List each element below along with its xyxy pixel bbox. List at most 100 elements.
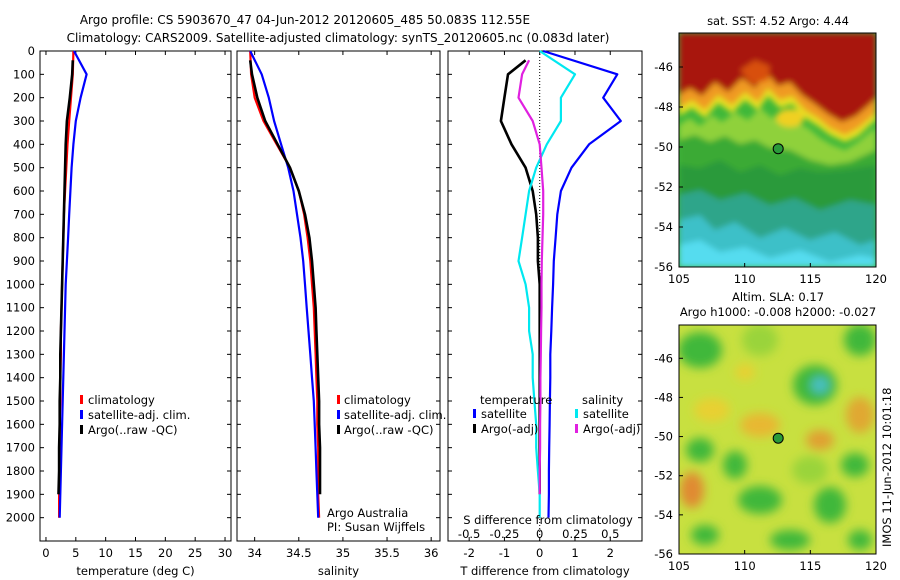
argo-location-marker	[772, 143, 784, 155]
y-tick-label: 1400	[6, 371, 35, 385]
x-tick-label: 34	[247, 546, 262, 560]
x-tick-label: 30	[218, 546, 233, 560]
legend-swatch-t-argo	[473, 424, 476, 433]
y-tick-label: 900	[13, 254, 35, 268]
y-tick-label: 600	[13, 184, 35, 198]
legend-label-t-argo: Argo(-adj)	[481, 422, 538, 436]
legend-label-satellite: satellite-adj. clim.	[88, 408, 190, 422]
map-y-tick-label: -50	[654, 430, 673, 444]
x-tick-label: 35.5	[374, 546, 400, 560]
plot-frame	[39, 50, 232, 542]
x-axis-label: T difference from climatology	[459, 564, 630, 578]
legend-label-climatology: climatology	[88, 393, 155, 407]
legend-swatch-satellite	[337, 410, 340, 419]
y-tick-label: 0	[28, 44, 35, 58]
legend-swatch-argo	[337, 425, 340, 434]
y-tick-label: 800	[13, 231, 35, 245]
map-y-tick-label: -48	[654, 390, 673, 404]
sla-map-axes: 105 110 115 120 -46 -48 -50 -52 -54 -56	[654, 351, 887, 573]
x-tick-label: 25	[188, 546, 203, 560]
y-tick-label: 200	[13, 91, 35, 105]
series-line-2	[248, 60, 322, 495]
legend-group-salinity: salinity	[582, 393, 623, 407]
y-tick-label: 1300	[6, 347, 35, 361]
legend-swatch-argo	[80, 425, 83, 434]
legend-label-satellite: satellite-adj. clim.	[344, 408, 446, 422]
x-tick-label: 1	[571, 546, 578, 560]
y-tick-label: 1500	[6, 394, 35, 408]
series-line-0	[542, 49, 622, 518]
x-tick-label: -1	[499, 546, 510, 560]
map-y-tick-label: -52	[654, 180, 673, 194]
x-tick-label: 15	[128, 546, 143, 560]
temperature-legend: climatology satellite-adj. clim. Argo(..…	[80, 393, 190, 437]
pi-annotation: PI: Susan Wijffels	[327, 520, 425, 534]
s-tick-label: 0.5	[601, 527, 619, 541]
sla-map-frame	[678, 324, 877, 555]
map-x-tick-label: 115	[799, 559, 821, 573]
s-tick-label: -0.5	[458, 527, 480, 541]
map-x-tick-label: 120	[865, 559, 887, 573]
legend-label-s-argo: Argo(-adj)	[583, 422, 640, 436]
argo-location-marker	[772, 432, 784, 444]
y-tick-label: 300	[13, 114, 35, 128]
map-y-tick-label: -56	[654, 260, 673, 274]
y-tick-label: 1900	[6, 487, 35, 501]
x-tick-label: 0	[536, 546, 543, 560]
sst-map-title: sat. SST: 4.52 Argo: 4.44	[707, 14, 849, 28]
map-y-tick-label: -54	[654, 220, 673, 234]
s-difference-title: S difference from climatology	[463, 513, 633, 527]
x-axis-label: salinity	[318, 564, 359, 578]
sla-heatmap	[679, 325, 876, 554]
sla-map-subtitle: Argo h1000: -0.008 h2000: -0.027	[680, 305, 876, 319]
series-line-2	[57, 60, 75, 495]
y-tick-label: 500	[13, 161, 35, 175]
x-tick-label: 36	[424, 546, 439, 560]
map-x-tick-label: 110	[734, 559, 756, 573]
legend-label-argo: Argo(..raw -QC)	[88, 423, 178, 437]
y-tick-label: 400	[13, 137, 35, 151]
x-axis-label: temperature (deg C)	[76, 564, 194, 578]
map-y-tick-label: -46	[654, 351, 673, 365]
salinity-profile-panel: 34 34.5 35 35.5 36 salinity	[236, 50, 441, 578]
legend-swatch-s-argo	[575, 424, 578, 433]
x-tick-label: 2	[607, 546, 614, 560]
y-tick-label: 100	[13, 67, 35, 81]
series-line-2	[517, 50, 577, 518]
x-tick-label: 0	[42, 546, 49, 560]
map-y-tick-label: -48	[654, 100, 673, 114]
map-y-tick-label: -54	[654, 508, 673, 522]
salinity-legend: climatology satellite-adj. clim. Argo(..…	[337, 393, 446, 437]
map-x-tick-label: 110	[734, 272, 756, 286]
sst-map-frame	[678, 32, 877, 268]
legend-label-s-satellite: satellite	[583, 407, 629, 421]
y-tick-label: 1200	[6, 324, 35, 338]
x-tick-label: -2	[463, 546, 474, 560]
difference-legend: temperature salinity satellite Argo(-adj…	[473, 393, 640, 436]
legend-group-temperature: temperature	[480, 393, 552, 407]
x-tick-label: 34.5	[286, 546, 312, 560]
map-y-tick-label: -56	[654, 547, 673, 561]
map-y-tick-label: -46	[654, 60, 673, 74]
legend-swatch-climatology	[337, 395, 340, 404]
series-line-3	[517, 59, 545, 495]
map-x-tick-label: 105	[668, 559, 690, 573]
imos-timestamp: IMOS 11-Jun-2012 10:01:18	[880, 388, 894, 547]
y-tick-label: 1100	[6, 301, 35, 315]
x-tick-label: 5	[72, 546, 79, 560]
map-x-tick-label: 105	[668, 272, 690, 286]
legend-swatch-satellite	[80, 410, 83, 419]
institution-annotation: Argo Australia	[327, 506, 408, 520]
legend-label-climatology: climatology	[344, 393, 411, 407]
legend-label-argo: Argo(..raw -QC)	[344, 423, 434, 437]
y-tick-label: 1700	[6, 441, 35, 455]
s-tick-label: 0.25	[562, 527, 588, 541]
series-line-1	[58, 50, 88, 518]
plot-frame	[447, 50, 643, 542]
s-tick-label: -0.25	[490, 527, 520, 541]
series-line-1	[249, 50, 320, 518]
y-tick-label: 1000	[6, 277, 35, 291]
y-tick-label: 1800	[6, 464, 35, 478]
figure-title: Argo profile: CS 5903670_47 04-Jun-2012 …	[80, 13, 530, 27]
